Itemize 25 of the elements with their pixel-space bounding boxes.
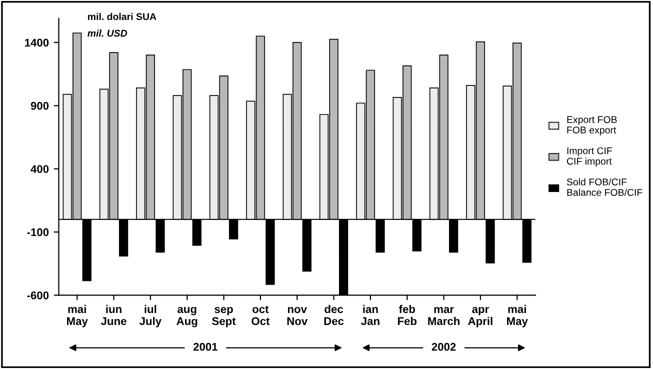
x-tick-label: feb Feb [398, 304, 417, 326]
x-tick-label: mar March [428, 306, 460, 326]
x-tick-label: ian Jan [361, 304, 380, 326]
x-tick-label: mai May [67, 304, 88, 328]
legend-label: Import CIF CIF import [566, 147, 612, 167]
legend-label: Export FOB FOB export [567, 116, 617, 136]
x-tick-label: apr April [468, 306, 492, 328]
legend-label: Sold FOB/CIF Balance FOB/CIF [566, 178, 642, 196]
x-tick-label: dec Dec [324, 304, 344, 326]
x-tick-label: nov Nov [287, 306, 308, 326]
x-tick-label: oct Oct [252, 306, 270, 326]
text: 2001 [193, 342, 218, 351]
y-tick-label: 900 [30, 102, 49, 110]
x-tick-label: iul July [139, 304, 162, 328]
x-tick-label: sep Sept [212, 306, 236, 328]
x-tick-label: aug Aug [176, 306, 198, 328]
annotation: mil. USD [88, 30, 128, 37]
y-tick-label: -100 [27, 228, 49, 236]
x-tick-label: iun June [100, 304, 126, 326]
text: 2002 [432, 342, 456, 351]
x-tick-label: mai May [507, 304, 528, 328]
y-tick-label: -600 [27, 291, 49, 300]
y-tick-label: 1400 [25, 38, 49, 47]
annotation: mil. dolari SUA [88, 12, 156, 20]
y-tick-label: 400 [30, 165, 49, 173]
